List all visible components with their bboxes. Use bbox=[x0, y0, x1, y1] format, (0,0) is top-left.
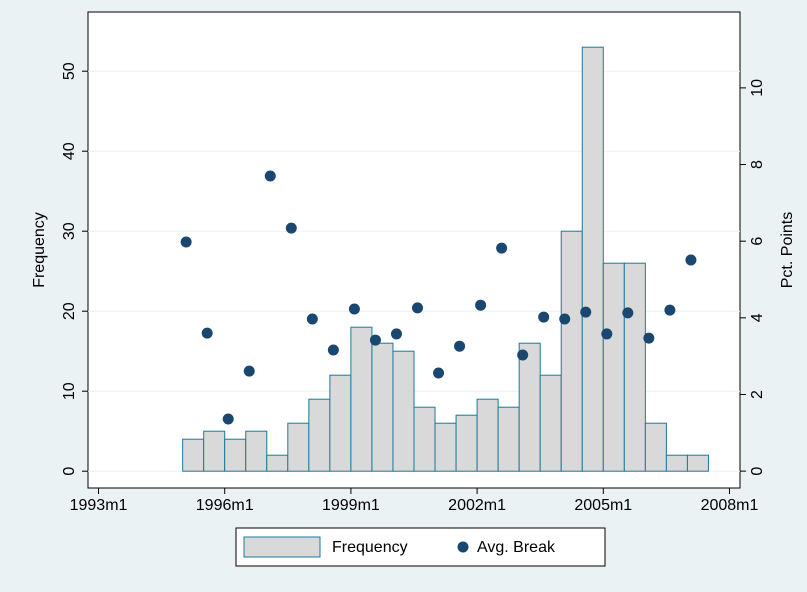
y2-tick-label: 2 bbox=[749, 390, 766, 399]
bar bbox=[413, 406, 436, 472]
legend-label: Frequency bbox=[332, 539, 408, 556]
x-tick-label: 1996m1 bbox=[196, 497, 254, 514]
point bbox=[222, 413, 234, 425]
y-tick-label: 40 bbox=[61, 142, 78, 160]
y2-tick-label: 6 bbox=[749, 237, 766, 246]
legend-swatch bbox=[243, 536, 321, 558]
point bbox=[369, 334, 381, 346]
y2-tick-label: 10 bbox=[749, 79, 766, 97]
point bbox=[348, 303, 360, 315]
bar bbox=[644, 422, 667, 472]
bar bbox=[665, 454, 688, 472]
point bbox=[664, 304, 676, 316]
point bbox=[180, 236, 192, 248]
bar bbox=[539, 374, 562, 472]
point bbox=[433, 367, 445, 379]
x-tick-label: 2005m1 bbox=[574, 497, 632, 514]
y-axis-label: Frequency bbox=[31, 212, 48, 288]
bar bbox=[476, 398, 499, 472]
bar bbox=[266, 454, 289, 472]
y-tick-label: 50 bbox=[61, 62, 78, 80]
point bbox=[517, 349, 529, 361]
point bbox=[412, 302, 424, 314]
point bbox=[390, 328, 402, 340]
y-tick-label: 10 bbox=[61, 382, 78, 400]
bar bbox=[686, 454, 709, 472]
y2-axis-label: Pct. Points bbox=[779, 212, 796, 288]
bar bbox=[308, 398, 331, 472]
bar bbox=[518, 342, 541, 472]
legend-swatch bbox=[457, 541, 469, 553]
point bbox=[454, 340, 466, 352]
y2-tick-label: 0 bbox=[749, 467, 766, 476]
bar bbox=[329, 374, 352, 472]
point bbox=[580, 306, 592, 318]
bar bbox=[560, 230, 583, 472]
point bbox=[327, 344, 339, 356]
y-tick-label: 30 bbox=[61, 222, 78, 240]
y-tick-label: 0 bbox=[61, 467, 78, 476]
x-tick-label: 1999m1 bbox=[322, 497, 380, 514]
bar bbox=[392, 350, 415, 472]
x-tick-label: 1993m1 bbox=[70, 497, 128, 514]
point bbox=[559, 313, 571, 325]
y-tick-label: 20 bbox=[61, 302, 78, 320]
bar bbox=[224, 438, 247, 472]
bar bbox=[203, 430, 226, 472]
y2-tick-label: 8 bbox=[749, 160, 766, 169]
point bbox=[538, 311, 550, 323]
bar bbox=[581, 46, 604, 472]
point bbox=[643, 332, 655, 344]
point bbox=[601, 328, 613, 340]
bar bbox=[371, 342, 394, 472]
x-tick-label: 2002m1 bbox=[448, 497, 506, 514]
point bbox=[475, 299, 487, 311]
bar bbox=[602, 262, 625, 472]
bar bbox=[497, 406, 520, 472]
bar bbox=[182, 438, 205, 472]
point bbox=[306, 313, 318, 325]
bar bbox=[287, 422, 310, 472]
bar bbox=[245, 430, 268, 472]
point bbox=[622, 307, 634, 319]
point bbox=[243, 365, 255, 377]
bar bbox=[350, 326, 373, 472]
bar bbox=[623, 262, 646, 472]
bar bbox=[455, 414, 478, 472]
legend-label: Avg. Break bbox=[477, 539, 556, 556]
point bbox=[496, 242, 508, 254]
x-tick-label: 2008m1 bbox=[701, 497, 759, 514]
point bbox=[201, 327, 213, 339]
bar bbox=[434, 422, 457, 472]
point bbox=[264, 170, 276, 182]
y2-tick-label: 4 bbox=[749, 313, 766, 322]
point bbox=[685, 254, 697, 266]
point bbox=[285, 222, 297, 234]
